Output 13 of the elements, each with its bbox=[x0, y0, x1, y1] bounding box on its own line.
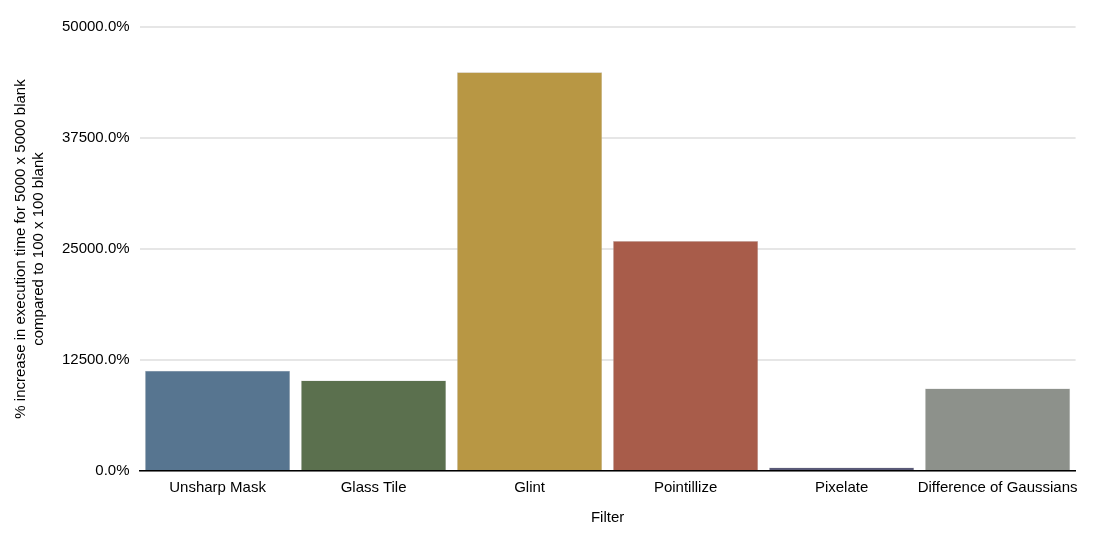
y-tick-label: 12500.0% bbox=[62, 350, 130, 368]
x-tick-label: Pixelate bbox=[814, 478, 869, 496]
x-tick-label: Unsharp Mask bbox=[169, 478, 267, 496]
x-axis-title: Filter bbox=[590, 508, 625, 526]
y-tick-label: 50000.0% bbox=[62, 17, 130, 35]
x-tick-label: Difference of Gaussians bbox=[917, 478, 1078, 496]
x-tick-label: Pointillize bbox=[653, 478, 718, 496]
x-tick-label: Glass Tile bbox=[340, 478, 407, 496]
y-tick-label: 0.0% bbox=[95, 461, 130, 479]
y-axis-title: % increase in execution time for 5000 x 5000 blank compared to 100 x 100 blank bbox=[11, 78, 47, 419]
x-tick-label: Glint bbox=[514, 478, 546, 496]
y-tick-label: 37500.0% bbox=[62, 128, 130, 146]
y-tick-label: 25000.0% bbox=[62, 239, 130, 257]
